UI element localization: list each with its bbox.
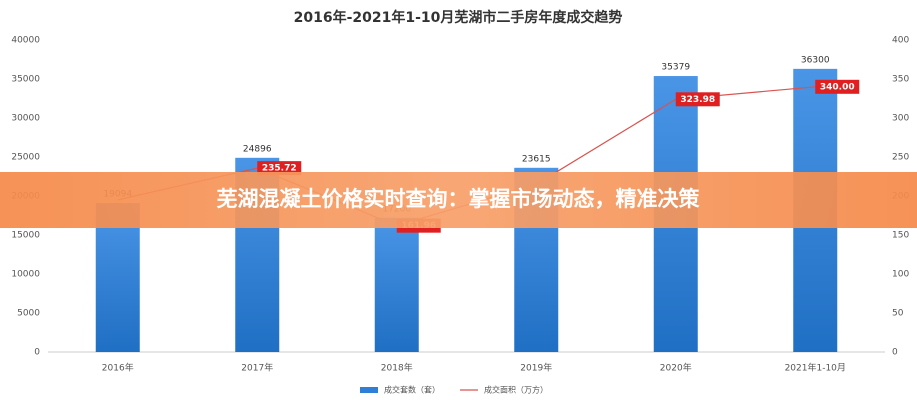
bar-value-label: 23615 bbox=[522, 154, 551, 164]
y2-tick-label: 350 bbox=[892, 75, 909, 85]
line-label-box bbox=[675, 92, 720, 107]
bar bbox=[374, 217, 419, 352]
x-tick-label: 2018年 bbox=[381, 362, 413, 374]
y2-tick-label: 400 bbox=[892, 36, 909, 46]
y2-tick-label: 100 bbox=[892, 270, 909, 280]
y-tick-label: 5000 bbox=[17, 309, 40, 319]
banner bbox=[0, 172, 917, 228]
legend-label: 成交套数（套） bbox=[384, 385, 440, 395]
line-label-box bbox=[257, 161, 302, 176]
y2-tick-label: 250 bbox=[892, 153, 909, 163]
x-tick-label: 2019年 bbox=[520, 362, 552, 374]
banner-text: 芜湖混凝土价格实时查询：掌握市场动态，精准决策 bbox=[217, 187, 701, 211]
bar-value-label: 35379 bbox=[661, 63, 690, 73]
line-value-label: 235.72 bbox=[262, 164, 297, 174]
y-tick-label: 35000 bbox=[11, 75, 40, 85]
y-tick-label: 10000 bbox=[11, 270, 40, 280]
y-tick-label: 40000 bbox=[11, 36, 40, 46]
line-value-label: 323.98 bbox=[680, 95, 715, 105]
legend-swatch bbox=[360, 387, 378, 393]
y-tick-label: 15000 bbox=[11, 231, 40, 241]
bar-value-label: 24896 bbox=[243, 144, 272, 154]
x-tick-label: 2016年 bbox=[102, 362, 134, 374]
y-tick-label: 30000 bbox=[11, 114, 40, 124]
bar-value-label: 36300 bbox=[801, 55, 830, 65]
y-tick-label: 0 bbox=[34, 348, 40, 358]
x-tick-label: 2017年 bbox=[241, 362, 273, 374]
y2-tick-label: 50 bbox=[892, 309, 904, 319]
y2-tick-label: 300 bbox=[892, 114, 909, 124]
y2-tick-label: 0 bbox=[892, 348, 898, 358]
chart-title: 2016年-2021年1-10月芜湖市二手房年度成交趋势 bbox=[294, 9, 623, 26]
line-label-box bbox=[815, 79, 860, 94]
legend-label: 成交面积（万方） bbox=[484, 385, 548, 395]
y-tick-label: 25000 bbox=[11, 153, 40, 163]
x-tick-label: 2021年1-10月 bbox=[785, 362, 846, 374]
line-value-label: 340.00 bbox=[820, 82, 855, 92]
x-tick-label: 2020年 bbox=[660, 362, 692, 374]
y2-tick-label: 150 bbox=[892, 231, 909, 241]
